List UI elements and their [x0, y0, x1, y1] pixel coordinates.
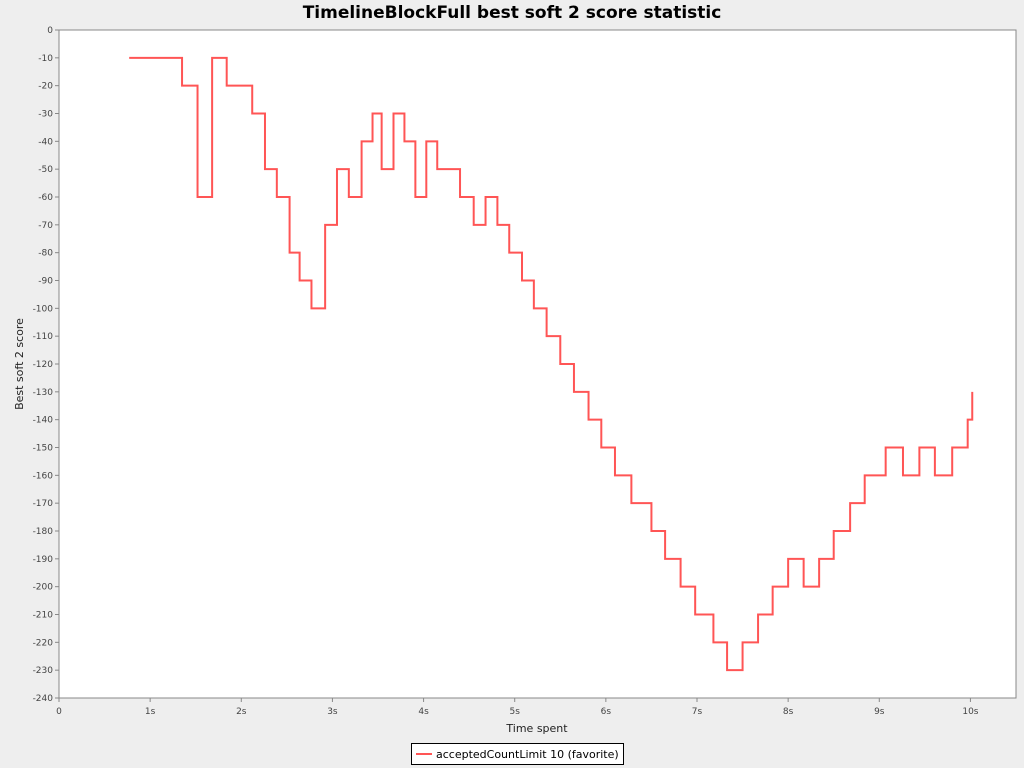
- series-layer: [129, 56, 974, 672]
- plot-background: [58, 29, 1017, 699]
- x-tick-label: 8s: [783, 707, 794, 717]
- y-tick-label: -10: [38, 54, 53, 64]
- legend-label: acceptedCountLimit 10 (favorite): [436, 747, 619, 761]
- y-tick-label: -150: [33, 444, 54, 454]
- y-tick-label: -80: [38, 249, 53, 259]
- y-tick-label: -210: [33, 611, 54, 621]
- x-tick-label: 10s: [962, 707, 978, 717]
- y-axis-title: Best soft 2 score: [13, 318, 26, 410]
- y-tick-label: -40: [38, 137, 53, 147]
- x-tick-label: 3s: [327, 707, 338, 717]
- x-tick-label: 4s: [418, 707, 429, 717]
- legend-swatch: [416, 753, 432, 755]
- y-tick-label: -130: [33, 388, 54, 398]
- y-tick-label: -160: [33, 471, 54, 481]
- x-axis: 0 1s 2s 3s 4s 5s 6s 7s 8s 9s 10s: [56, 698, 979, 717]
- y-tick-label: -230: [33, 666, 54, 676]
- y-tick-label: -30: [38, 110, 53, 120]
- x-tick-label: 2s: [236, 707, 247, 717]
- y-tick-label: -90: [38, 277, 53, 287]
- y-axis: 0 -10 -20 -30 -40 -50 -60 -70 -80 -90 -100 -110 -120…: [33, 26, 59, 704]
- y-tick-label: -50: [38, 165, 53, 175]
- y-tick-label: -180: [33, 527, 54, 537]
- y-tick-label: -60: [38, 193, 53, 203]
- chart-title: TimelineBlockFull best soft 2 score stat…: [302, 3, 722, 23]
- y-tick-label: -20: [38, 82, 53, 92]
- x-tick-label: 7s: [692, 707, 703, 717]
- x-axis-title: Time spent: [505, 722, 568, 735]
- y-tick-label: -190: [33, 555, 54, 565]
- y-tick-label: -200: [33, 583, 54, 593]
- y-tick-label: -140: [33, 416, 54, 426]
- y-tick-label: -240: [33, 694, 54, 704]
- y-tick-label: -70: [38, 221, 53, 231]
- x-tick-label: 1s: [145, 707, 156, 717]
- series-line: [129, 56, 974, 672]
- y-tick-label: -100: [33, 304, 54, 314]
- x-tick-label: 5s: [510, 707, 521, 717]
- legend: acceptedCountLimit 10 (favorite): [411, 743, 624, 765]
- x-tick-label: 9s: [874, 707, 885, 717]
- y-tick-label: 0: [47, 26, 53, 36]
- y-tick-label: -110: [33, 332, 54, 342]
- x-tick-label: 0: [56, 707, 62, 717]
- y-tick-label: -220: [33, 638, 54, 648]
- y-tick-label: -120: [33, 360, 54, 370]
- x-tick-label: 6s: [601, 707, 612, 717]
- y-tick-label: -170: [33, 499, 54, 509]
